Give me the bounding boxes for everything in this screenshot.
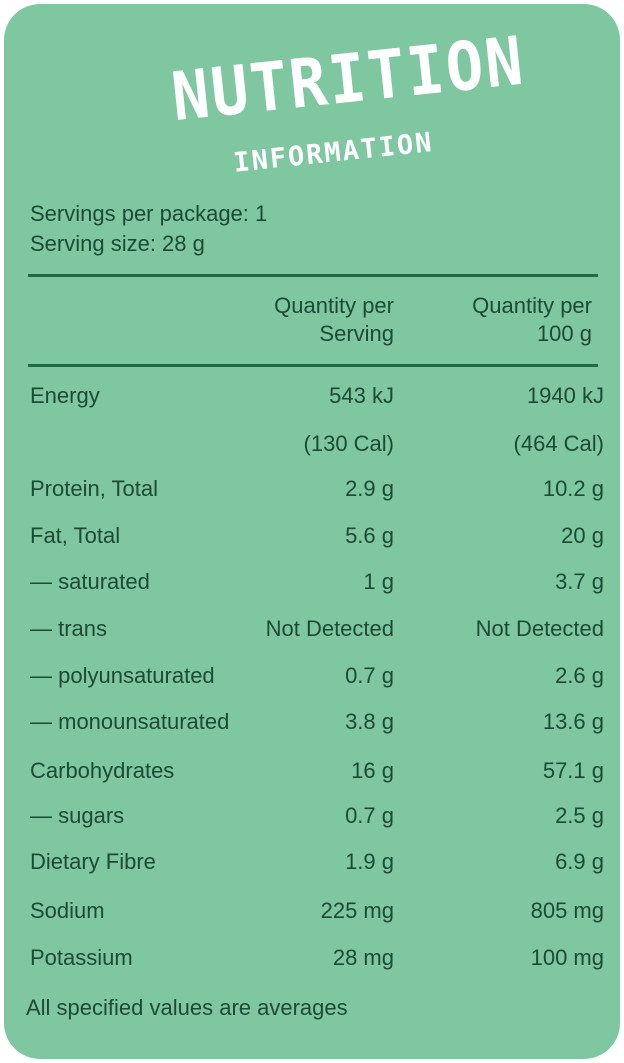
row-label: Potassium: [30, 945, 133, 970]
nutrition-title: NUTRITION INFORMATION: [4, 21, 620, 190]
title-main: NUTRITION: [168, 21, 529, 137]
row-serving-value: 2.9 g: [345, 476, 394, 501]
row-per100-value: 3.7 g: [555, 569, 604, 594]
row-serving-value: 1.9 g: [345, 849, 394, 874]
column-header-100g: Quantity per 100 g: [472, 292, 592, 348]
row-label: Protein, Total: [30, 476, 159, 501]
row-serving-value: 543 kJ: [329, 383, 394, 408]
table-row: — monounsaturated 3.8 g 13.6 g: [4, 702, 620, 742]
row-label: Dietary Fibre: [30, 849, 156, 874]
column-header-100g-line1: Quantity per: [472, 293, 592, 318]
row-label: — saturated: [30, 569, 150, 594]
row-label: Energy: [30, 383, 100, 408]
row-per100-value: 20 g: [561, 523, 604, 548]
row-serving-value: 5.6 g: [345, 523, 394, 548]
row-label: — monounsaturated: [30, 709, 230, 734]
row-serving-value: 225 mg: [320, 898, 394, 923]
row-label: — trans: [30, 616, 108, 641]
row-label: Sodium: [30, 898, 105, 923]
row-serving-value: (130 Cal): [303, 431, 394, 456]
row-label: Fat, Total: [30, 523, 121, 548]
row-serving-value: 0.7 g: [345, 803, 394, 828]
serving-size: Serving size: 28 g: [30, 231, 205, 256]
column-header-serving-line1: Quantity per: [274, 293, 394, 318]
table-row: Potassium 28 mg 100 mg: [4, 938, 620, 978]
row-per100-value: 2.5 g: [555, 803, 604, 828]
row-per100-value: (464 Cal): [513, 431, 604, 456]
row-serving-value: 3.8 g: [345, 709, 394, 734]
table-row: Fat, Total 5.6 g 20 g: [4, 516, 620, 556]
row-per100-value: 10.2 g: [542, 476, 604, 501]
row-per100-value: 13.6 g: [542, 709, 604, 734]
footnote: All specified values are averages: [26, 995, 348, 1020]
row-per100-value: 1940 kJ: [526, 383, 604, 408]
servings-per-package: Servings per package: 1: [30, 201, 268, 226]
title-sub: INFORMATION: [232, 127, 435, 179]
row-label: Carbohydrates: [30, 758, 175, 783]
row-serving-value: 0.7 g: [345, 663, 394, 688]
column-header-100g-line2: 100 g: [536, 321, 592, 346]
table-row: Protein, Total 2.9 g 10.2 g: [4, 469, 620, 509]
row-per100-value: Not Detected: [475, 616, 604, 641]
column-header-serving-line2: Serving: [319, 321, 394, 346]
table-row: Dietary Fibre 1.9 g 6.9 g: [4, 842, 620, 882]
table-row: — saturated 1 g 3.7 g: [4, 562, 620, 602]
table-row: Sodium 225 mg 805 mg: [4, 891, 620, 931]
row-serving-value: Not Detected: [265, 616, 394, 641]
table-row: (130 Cal) (464 Cal): [4, 424, 620, 464]
nutrition-panel: NUTRITION INFORMATION Servings per packa…: [4, 4, 620, 1059]
row-per100-value: 100 mg: [530, 945, 604, 970]
table-row: Carbohydrates 16 g 57.1 g: [4, 751, 620, 791]
column-header-serving: Quantity per Serving: [274, 292, 394, 348]
row-serving-value: 28 mg: [332, 945, 394, 970]
header-rule: [28, 364, 598, 367]
row-serving-value: 16 g: [351, 758, 394, 783]
row-per100-value: 805 mg: [530, 898, 604, 923]
table-row: — trans Not Detected Not Detected: [4, 609, 620, 649]
row-per100-value: 2.6 g: [555, 663, 604, 688]
table-row: — sugars 0.7 g 2.5 g: [4, 796, 620, 836]
row-per100-value: 57.1 g: [542, 758, 604, 783]
top-rule: [28, 274, 598, 277]
row-label: — polyunsaturated: [30, 663, 215, 688]
row-per100-value: 6.9 g: [555, 849, 604, 874]
row-serving-value: 1 g: [363, 569, 394, 594]
table-row: Energy 543 kJ 1940 kJ: [4, 376, 620, 416]
table-row: — polyunsaturated 0.7 g 2.6 g: [4, 656, 620, 696]
row-label: — sugars: [30, 803, 125, 828]
